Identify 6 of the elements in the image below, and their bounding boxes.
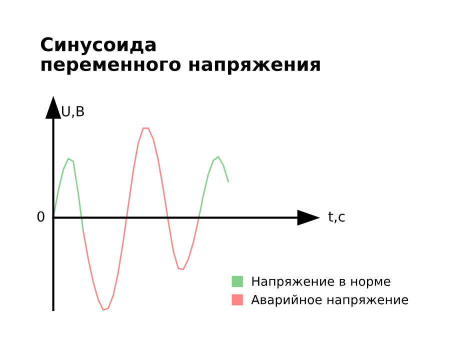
y-axis-title: U,В xyxy=(62,106,84,118)
chart-title: Синусоида переменного напряжения xyxy=(40,37,320,75)
legend-label: Аварийное напряжение xyxy=(251,294,408,307)
legend-label: Напряжение в норме xyxy=(252,276,390,288)
text: t,с xyxy=(328,212,345,224)
text: 0 xyxy=(37,211,44,222)
